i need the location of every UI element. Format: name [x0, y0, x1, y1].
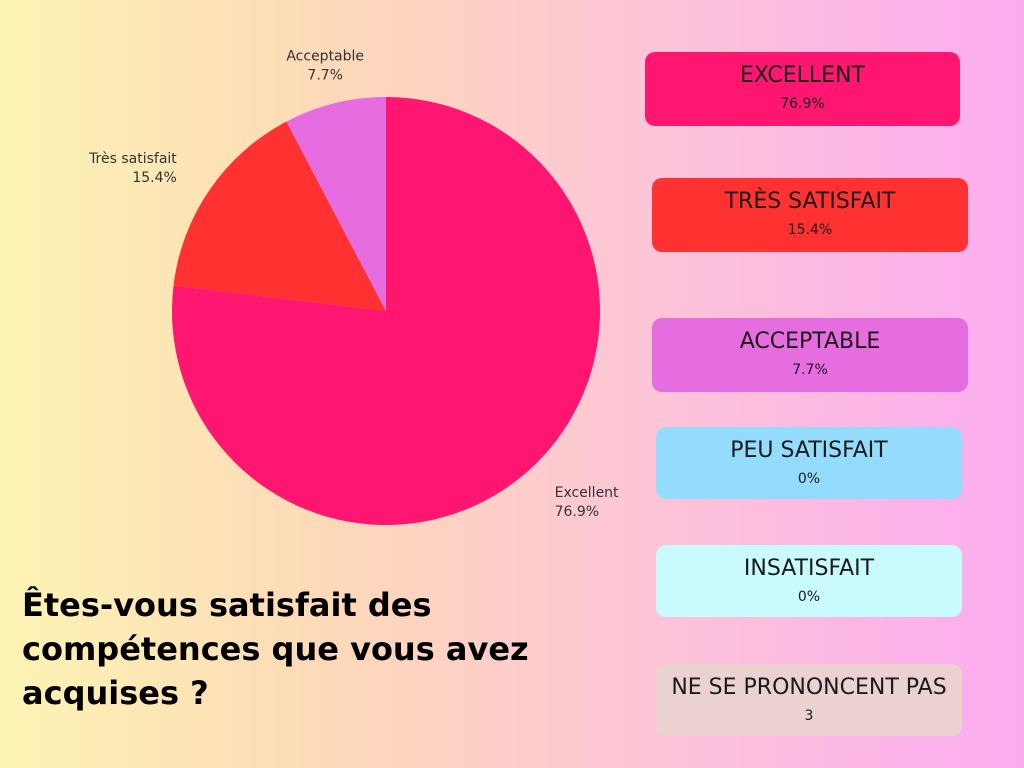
- legend-card-label: TRÈS SATISFAIT: [724, 189, 896, 214]
- legend-card-label: INSATISFAIT: [743, 556, 875, 581]
- legend-card-insatisfait: INSATISFAIT 0%: [656, 545, 962, 617]
- satisfaction-pie-chart: Excellent 76.9% Très satisfait 15.4% Accepta…: [88, 48, 619, 525]
- pie-slice-acceptable: [286, 97, 386, 311]
- pie-slice-excellent: [171, 97, 600, 525]
- pie-slice-tres-satisfait: [173, 121, 386, 311]
- legend-card-value: 0%: [797, 589, 821, 605]
- legend-card-value: 3: [804, 708, 814, 724]
- legend-card-value: 0%: [797, 471, 821, 487]
- legend-card-ne-se-prononcent-pas: NE SE PRONONCENT PAS 3: [656, 664, 962, 736]
- pie-label-acceptable: Acceptable: [286, 48, 364, 64]
- legend-card-label: NE SE PRONONCENT PAS: [671, 675, 947, 700]
- legend-card-peu-satisfait: PEU SATISFAIT 0%: [656, 427, 962, 499]
- legend-card-value: 7.7%: [792, 362, 828, 378]
- legend-card-acceptable: ACCEPTABLE 7.7%: [652, 318, 968, 392]
- pie-label-tres-satisfait: Très satisfait: [88, 151, 177, 167]
- pie-value-tres-satisfait: 15.4%: [132, 170, 176, 186]
- legend-card-value: 15.4%: [787, 222, 833, 238]
- legend-card-excellent: EXCELLENT 76.9%: [645, 52, 960, 126]
- legend-card-value: 76.9%: [780, 96, 825, 112]
- pie-value-acceptable: 7.7%: [307, 67, 343, 83]
- legend-card-label: ACCEPTABLE: [739, 329, 881, 354]
- question-title: Êtes-vous satisfait des compétences que …: [22, 586, 529, 712]
- pie-label-excellent: Excellent: [555, 485, 619, 501]
- pie-value-excellent: 76.9%: [555, 504, 599, 520]
- legend-card-tres-satisfait: TRÈS SATISFAIT 15.4%: [652, 178, 968, 252]
- legend-card-label: EXCELLENT: [740, 63, 865, 88]
- legend-card-label: PEU SATISFAIT: [730, 438, 888, 463]
